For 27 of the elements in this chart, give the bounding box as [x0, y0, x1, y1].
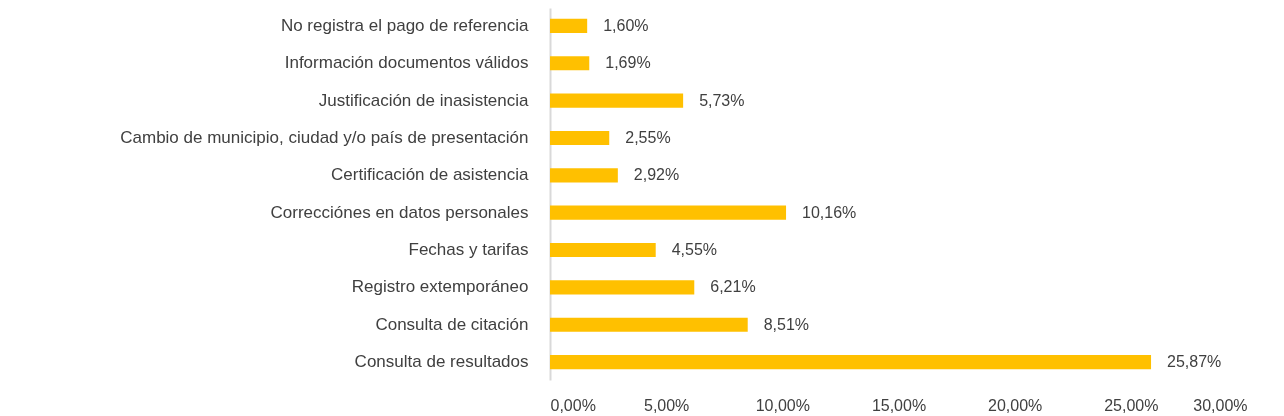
y-tick-label: Consulta de citación: [375, 314, 529, 334]
data-label: 1,60%: [603, 16, 649, 34]
data-label: 2,55%: [625, 128, 671, 146]
y-tick-label: Registro extemporáneo: [351, 277, 529, 297]
y-tick-label: No registra el pago de referencia: [280, 15, 530, 35]
y-tick-label: Justificación de inasistencia: [318, 90, 530, 110]
y-tick-label: Fechas y tarifas: [408, 240, 529, 260]
data-label: 4,55%: [671, 241, 718, 259]
y-tick-label: Cambio de municipio, ciudad y/o país de presentación: [120, 127, 529, 147]
x-tick-label: 0,00%: [550, 396, 596, 414]
y-tick-label: Correcciónes en datos personales: [270, 202, 529, 222]
data-label: 6,21%: [710, 278, 756, 296]
data-label: 25,87%: [1167, 353, 1222, 371]
y-tick-label: Consulta de resultados: [354, 352, 529, 372]
y-tick-label: Certificación de asistencia: [331, 165, 530, 185]
x-tick-label: 25,00%: [1104, 396, 1159, 414]
y-tick-label: Información documentos válidos: [284, 53, 529, 73]
x-tick-label: 10,00%: [755, 396, 810, 414]
x-tick-label: 5,00%: [643, 396, 690, 414]
x-tick-label: 15,00%: [871, 396, 927, 414]
data-label: 10,16%: [802, 203, 857, 221]
data-label: 5,73%: [699, 91, 745, 109]
data-label: 8,51%: [763, 315, 810, 333]
x-tick-label: 20,00%: [988, 396, 1043, 414]
data-label: 2,92%: [633, 166, 680, 184]
x-tick-label: 30,00%: [1193, 396, 1248, 414]
data-label: 1,69%: [605, 54, 651, 72]
